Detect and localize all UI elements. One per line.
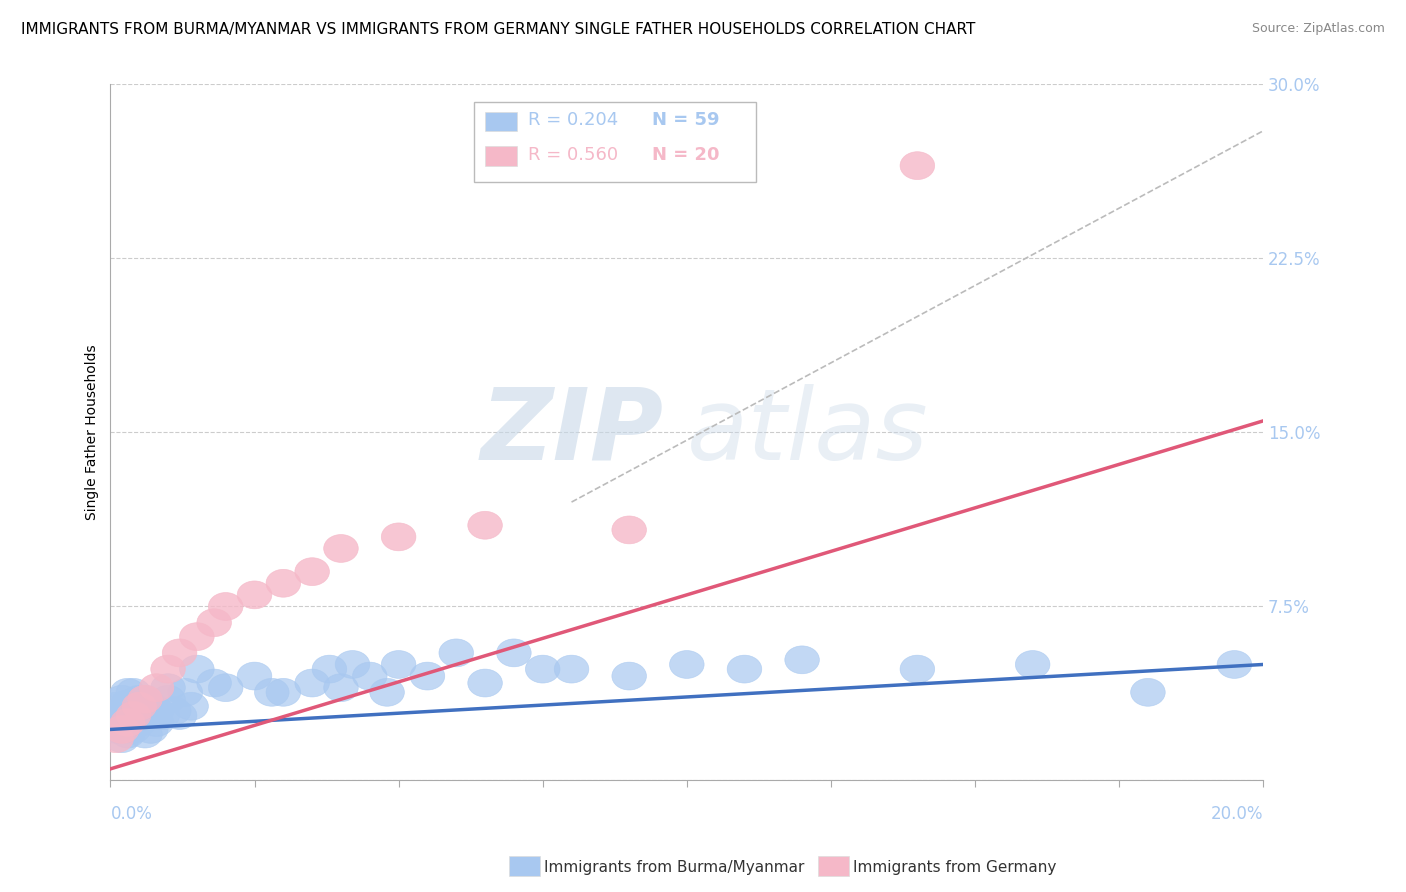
FancyBboxPatch shape (474, 102, 756, 182)
Ellipse shape (117, 715, 150, 743)
Ellipse shape (1218, 650, 1251, 679)
Text: R = 0.560: R = 0.560 (527, 145, 617, 164)
Text: R = 0.204: R = 0.204 (527, 111, 619, 129)
Ellipse shape (134, 692, 169, 720)
Ellipse shape (139, 708, 174, 737)
Ellipse shape (612, 516, 647, 544)
Ellipse shape (122, 692, 156, 720)
Text: Immigrants from Burma/Myanmar: Immigrants from Burma/Myanmar (544, 860, 804, 874)
Ellipse shape (526, 656, 560, 683)
Ellipse shape (439, 639, 474, 667)
Y-axis label: Single Father Households: Single Father Households (86, 344, 100, 520)
Text: ZIP: ZIP (481, 384, 664, 481)
Ellipse shape (208, 673, 243, 702)
Ellipse shape (128, 702, 162, 730)
Ellipse shape (117, 702, 150, 730)
Ellipse shape (111, 708, 145, 737)
Ellipse shape (1015, 650, 1050, 679)
Ellipse shape (117, 692, 150, 720)
Ellipse shape (117, 702, 150, 730)
Ellipse shape (122, 708, 156, 737)
Ellipse shape (180, 656, 214, 683)
Ellipse shape (128, 685, 162, 714)
Text: atlas: atlas (686, 384, 928, 481)
Ellipse shape (162, 639, 197, 667)
Ellipse shape (134, 715, 169, 743)
Ellipse shape (180, 623, 214, 650)
Ellipse shape (468, 669, 502, 697)
Ellipse shape (381, 523, 416, 550)
Ellipse shape (266, 679, 301, 706)
Ellipse shape (612, 662, 647, 690)
Ellipse shape (370, 679, 405, 706)
Text: Immigrants from Germany: Immigrants from Germany (853, 860, 1057, 874)
Ellipse shape (104, 715, 139, 743)
Ellipse shape (111, 702, 145, 730)
Ellipse shape (98, 702, 134, 730)
Ellipse shape (900, 152, 935, 179)
Ellipse shape (169, 679, 202, 706)
Text: 20.0%: 20.0% (1211, 805, 1263, 823)
FancyBboxPatch shape (485, 146, 517, 166)
Ellipse shape (785, 646, 820, 673)
Ellipse shape (238, 581, 271, 609)
Ellipse shape (174, 692, 208, 720)
Ellipse shape (150, 673, 186, 702)
Ellipse shape (381, 650, 416, 679)
Ellipse shape (122, 685, 156, 714)
Ellipse shape (496, 639, 531, 667)
Text: 0.0%: 0.0% (111, 805, 152, 823)
Ellipse shape (162, 702, 197, 730)
Ellipse shape (554, 656, 589, 683)
Ellipse shape (335, 650, 370, 679)
Ellipse shape (150, 685, 186, 714)
Ellipse shape (197, 669, 232, 697)
Ellipse shape (98, 715, 134, 743)
Ellipse shape (104, 725, 139, 753)
Ellipse shape (238, 662, 271, 690)
Ellipse shape (117, 679, 150, 706)
Ellipse shape (111, 720, 145, 748)
Ellipse shape (254, 679, 290, 706)
Ellipse shape (128, 720, 162, 748)
Ellipse shape (727, 656, 762, 683)
Ellipse shape (353, 662, 387, 690)
Ellipse shape (411, 662, 444, 690)
Ellipse shape (104, 685, 139, 714)
Ellipse shape (111, 679, 145, 706)
Ellipse shape (111, 690, 145, 718)
Ellipse shape (323, 673, 359, 702)
Ellipse shape (197, 609, 232, 637)
Ellipse shape (150, 656, 186, 683)
Ellipse shape (139, 697, 174, 725)
Ellipse shape (295, 669, 329, 697)
Ellipse shape (122, 697, 156, 725)
Ellipse shape (139, 673, 174, 702)
Text: N = 59: N = 59 (652, 111, 720, 129)
Ellipse shape (208, 592, 243, 621)
Ellipse shape (323, 534, 359, 562)
Ellipse shape (295, 558, 329, 585)
Ellipse shape (104, 697, 139, 725)
Ellipse shape (468, 511, 502, 539)
Ellipse shape (128, 685, 162, 714)
Ellipse shape (669, 650, 704, 679)
Text: Source: ZipAtlas.com: Source: ZipAtlas.com (1251, 22, 1385, 36)
Ellipse shape (98, 692, 134, 720)
Ellipse shape (312, 656, 347, 683)
Ellipse shape (104, 708, 139, 737)
Ellipse shape (1130, 679, 1166, 706)
Ellipse shape (98, 725, 134, 753)
Text: IMMIGRANTS FROM BURMA/MYANMAR VS IMMIGRANTS FROM GERMANY SINGLE FATHER HOUSEHOLD: IMMIGRANTS FROM BURMA/MYANMAR VS IMMIGRA… (21, 22, 976, 37)
Ellipse shape (900, 656, 935, 683)
Ellipse shape (145, 702, 180, 730)
Ellipse shape (156, 697, 191, 725)
Text: N = 20: N = 20 (652, 145, 720, 164)
FancyBboxPatch shape (485, 112, 517, 131)
Ellipse shape (266, 569, 301, 597)
